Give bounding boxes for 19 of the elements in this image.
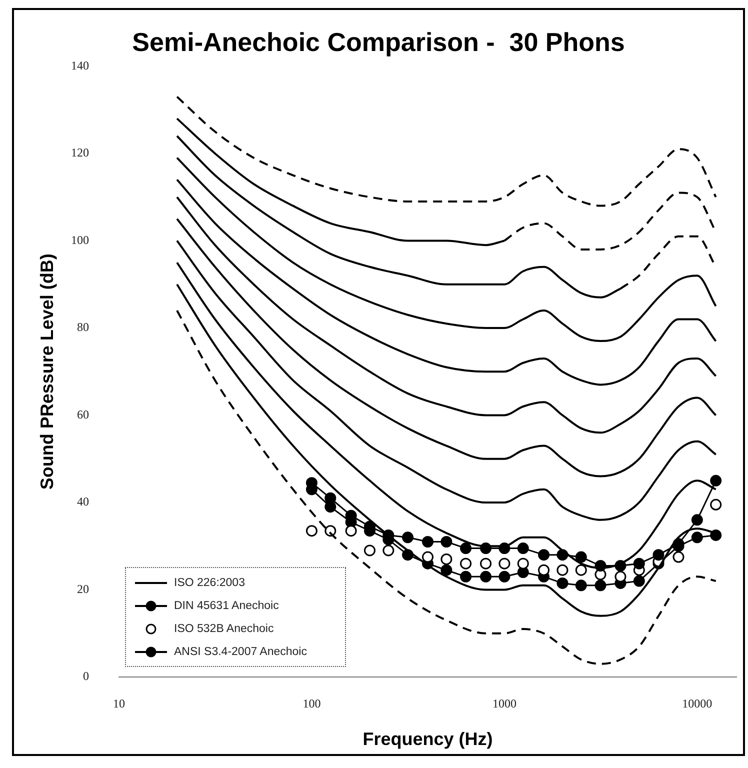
- chart-title: Semi-Anechoic Comparison - 30 Phons: [132, 26, 625, 57]
- x-tick-label: 10: [113, 696, 125, 710]
- legend-label: ANSI S3.4-2007 Anechoic: [174, 646, 307, 658]
- y-tick-label: 60: [77, 407, 89, 422]
- legend-label: ISO 532B Anechoic: [174, 622, 274, 634]
- y-tick-label: 0: [83, 669, 89, 684]
- x-tick-label: 10000: [682, 696, 712, 710]
- y-tick-label: 80: [77, 320, 89, 334]
- y-tick-label: 140: [71, 58, 89, 72]
- y-axis-title: Sound PRessure Level (dB): [36, 254, 57, 490]
- legend-label: DIN 45631 Anechoic: [174, 600, 279, 612]
- y-tick-label: 100: [71, 232, 89, 247]
- x-tick-label: 1000: [492, 696, 516, 710]
- legend-label: ISO 226:2003: [174, 576, 245, 588]
- x-tick-label: 100: [302, 696, 321, 710]
- y-tick-label: 120: [71, 146, 89, 160]
- y-tick-label: 20: [77, 582, 89, 596]
- y-tick-label: 40: [77, 494, 89, 509]
- x-axis-title: Frequency (Hz): [362, 729, 493, 750]
